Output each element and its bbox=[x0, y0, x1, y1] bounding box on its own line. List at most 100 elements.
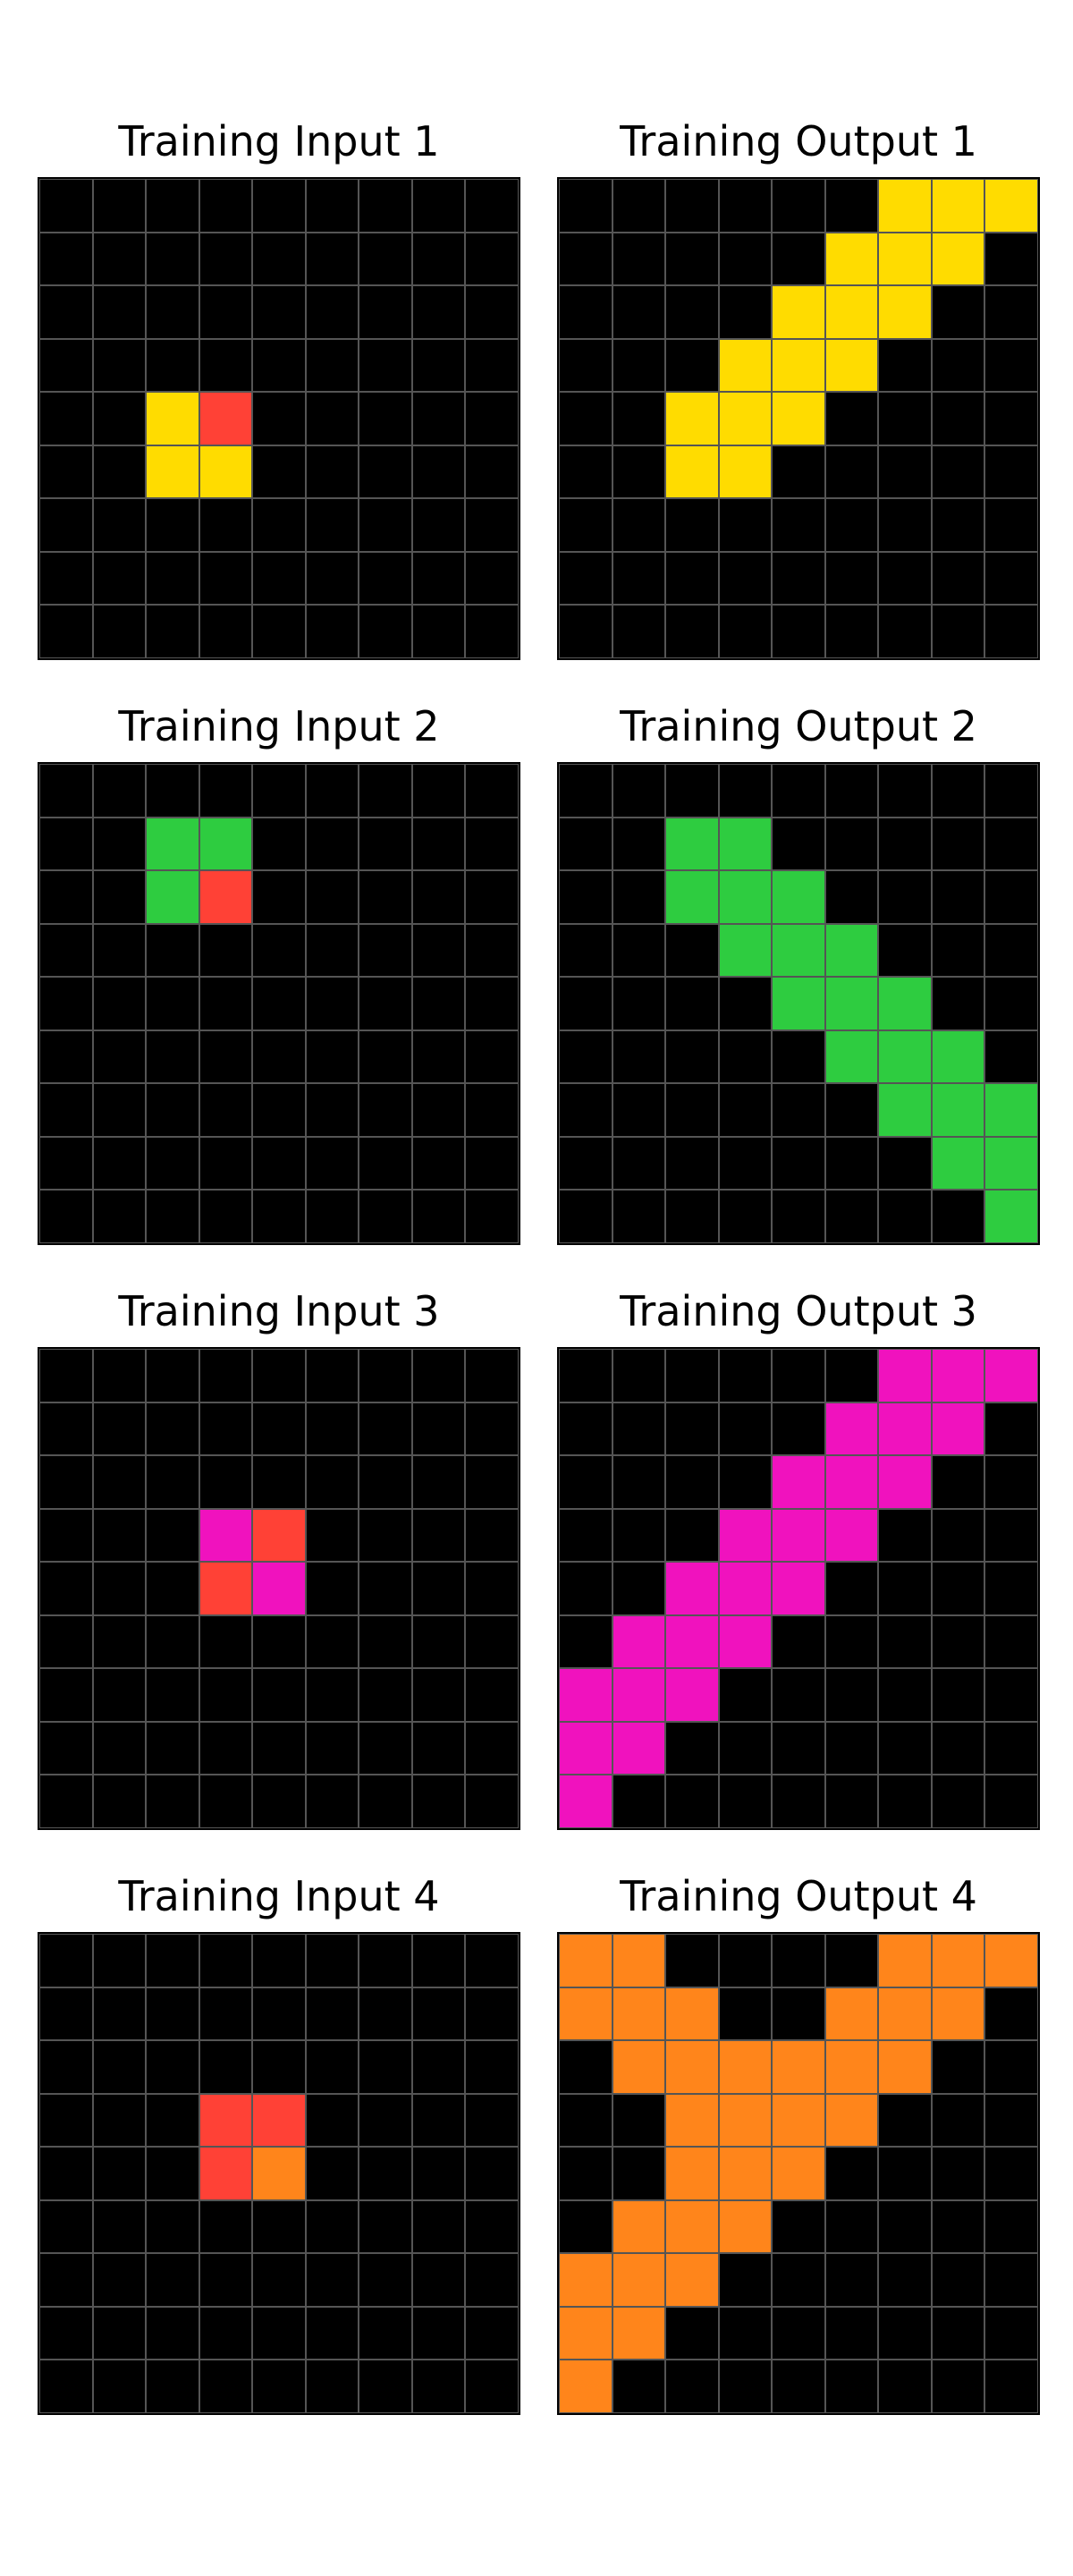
grid-cell bbox=[824, 2040, 879, 2094]
grid-cell bbox=[931, 923, 985, 978]
grid-cell bbox=[305, 2147, 359, 2200]
grid-cell bbox=[665, 977, 719, 1030]
grid-cell bbox=[252, 1455, 306, 1509]
grid-cell bbox=[718, 605, 773, 658]
grid-cell bbox=[465, 2147, 519, 2200]
grid-cell bbox=[199, 1083, 253, 1137]
grid-cell bbox=[359, 1030, 412, 1084]
grid-cell bbox=[718, 1562, 773, 1615]
grid-cell bbox=[199, 1562, 253, 1615]
grid-cell bbox=[665, 1614, 719, 1669]
grid bbox=[38, 177, 520, 660]
grid-cell bbox=[984, 1775, 1038, 1828]
grid-cell bbox=[878, 1136, 932, 1191]
grid-cell bbox=[146, 498, 199, 552]
grid-cell bbox=[92, 2253, 147, 2307]
grid-cell bbox=[39, 605, 93, 658]
grid-cell bbox=[305, 605, 359, 658]
grid-cell bbox=[92, 1136, 147, 1191]
grid-cell bbox=[984, 551, 1038, 606]
grid-cell bbox=[92, 1721, 147, 1775]
grid-cell bbox=[92, 285, 147, 339]
grid-cell bbox=[465, 1934, 519, 1987]
grid-cell bbox=[612, 1721, 666, 1775]
grid-cell bbox=[39, 870, 93, 924]
grid-cell bbox=[92, 338, 147, 393]
grid-cell bbox=[878, 1934, 932, 1987]
grid-cell bbox=[305, 870, 359, 924]
grid-cell bbox=[146, 1455, 199, 1509]
grid-cell bbox=[612, 338, 666, 393]
grid-cell bbox=[92, 2040, 147, 2094]
grid-cell bbox=[718, 445, 773, 499]
grid-cell bbox=[718, 1083, 773, 1137]
grid-cell bbox=[39, 1083, 93, 1137]
grid-cell bbox=[824, 285, 879, 339]
grid-cell bbox=[559, 2306, 613, 2360]
grid-cell bbox=[199, 179, 253, 233]
grid-cell bbox=[612, 2360, 666, 2413]
grid-cell bbox=[199, 2040, 253, 2094]
grid-cell bbox=[305, 1721, 359, 1775]
grid-cell bbox=[252, 2199, 306, 2254]
grid-cell bbox=[305, 1402, 359, 1456]
grid-cell bbox=[359, 1190, 412, 1243]
grid-cell bbox=[824, 605, 879, 658]
grid-cell bbox=[39, 2040, 93, 2094]
grid-cell bbox=[931, 2040, 985, 2094]
grid-cell bbox=[199, 551, 253, 606]
grid-cell bbox=[824, 1668, 879, 1722]
grid-cell bbox=[665, 1030, 719, 1084]
grid-cell bbox=[411, 1614, 466, 1669]
grid-cell bbox=[92, 1934, 147, 1987]
grid-cell bbox=[931, 1190, 985, 1243]
grid-cell bbox=[39, 285, 93, 339]
grid-cell bbox=[772, 1668, 825, 1722]
grid-cell bbox=[359, 2253, 412, 2307]
grid-cell bbox=[718, 1508, 773, 1563]
grid-cell bbox=[39, 392, 93, 445]
grid-cell bbox=[772, 285, 825, 339]
panel-title: Training Input 1 bbox=[118, 117, 440, 165]
grid-cell bbox=[252, 1402, 306, 1456]
grid-cell bbox=[199, 923, 253, 978]
panel-title: Training Output 4 bbox=[620, 1872, 977, 1920]
grid-cell bbox=[612, 551, 666, 606]
grid-cell bbox=[931, 1562, 985, 1615]
grid-cell bbox=[252, 2040, 306, 2094]
grid-cell bbox=[411, 1402, 466, 1456]
grid-cell bbox=[359, 2040, 412, 2094]
grid-cell bbox=[612, 1668, 666, 1722]
grid bbox=[557, 762, 1040, 1245]
grid-cell bbox=[984, 498, 1038, 552]
grid-cell bbox=[411, 2360, 466, 2413]
grid-cell bbox=[772, 1721, 825, 1775]
grid-cell bbox=[612, 2306, 666, 2360]
grid-cell bbox=[465, 1402, 519, 1456]
grid-cell bbox=[772, 338, 825, 393]
grid-cell bbox=[359, 817, 412, 871]
grid-cell bbox=[878, 285, 932, 339]
grid-cell bbox=[359, 1083, 412, 1137]
grid-cell bbox=[92, 551, 147, 606]
grid-cell bbox=[824, 923, 879, 978]
grid-cell bbox=[359, 445, 412, 499]
grid-cell bbox=[665, 1721, 719, 1775]
grid-cell bbox=[612, 232, 666, 286]
grid-cell bbox=[718, 2040, 773, 2094]
grid-cell bbox=[92, 1030, 147, 1084]
grid-cell bbox=[146, 817, 199, 871]
grid-cell bbox=[92, 817, 147, 871]
grid-cell bbox=[718, 1030, 773, 1084]
grid-cell bbox=[772, 923, 825, 978]
grid-cell bbox=[92, 923, 147, 978]
grid-cell bbox=[252, 1721, 306, 1775]
grid-cell bbox=[824, 1614, 879, 1669]
grid-cell bbox=[612, 179, 666, 233]
grid-cell bbox=[984, 923, 1038, 978]
grid-cell bbox=[359, 2360, 412, 2413]
grid-cell bbox=[199, 1136, 253, 1191]
grid-cell bbox=[824, 498, 879, 552]
grid-cell bbox=[92, 1775, 147, 1828]
grid-cell bbox=[824, 1030, 879, 1084]
